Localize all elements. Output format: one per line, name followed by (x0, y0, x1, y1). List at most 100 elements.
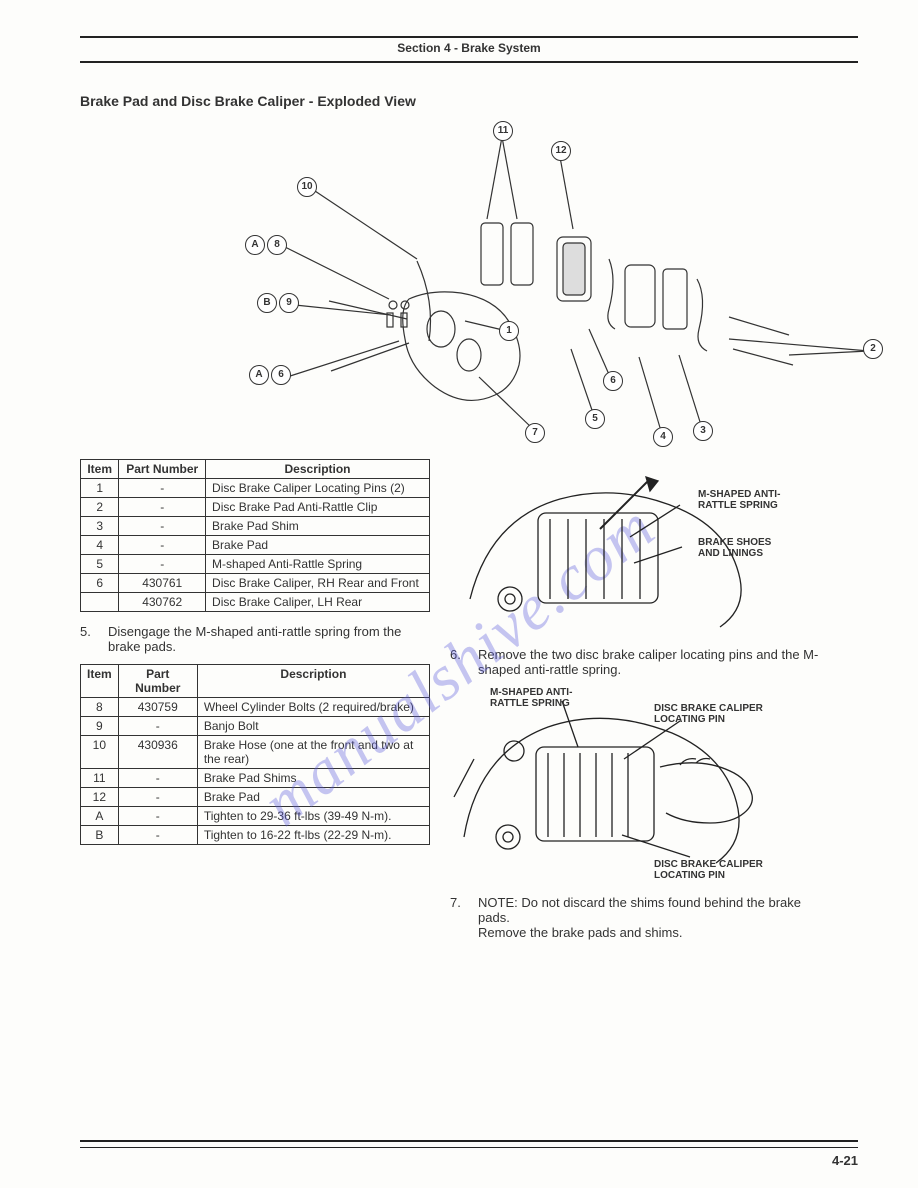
section-header: Section 4 - Brake System (80, 38, 858, 63)
table-row: A-Tighten to 29-36 ft-lbs (39-49 N-m). (81, 807, 430, 826)
illus2-label-pin-top: DISC BRAKE CALIPER LOCATING PIN (654, 703, 784, 725)
cell-item: A (81, 807, 119, 826)
callout-4: 4 (653, 427, 673, 447)
callout-6: 6 (271, 365, 291, 385)
cell-part: - (118, 717, 197, 736)
callout-8: 8 (267, 235, 287, 255)
cell-desc: Banjo Bolt (197, 717, 429, 736)
step-6-text: Remove the two disc brake caliper locati… (478, 647, 820, 677)
cell-part: - (119, 536, 206, 555)
step-6: 6. Remove the two disc brake caliper loc… (450, 647, 820, 677)
cell-part: - (119, 555, 206, 574)
step-7-action: Remove the brake pads and shims. (478, 925, 683, 940)
page-number: 4-21 (832, 1153, 858, 1168)
callout-5: 5 (585, 409, 605, 429)
cell-part: - (119, 479, 206, 498)
callout-A: A (249, 365, 269, 385)
parts-table-2: Item Part Number Description 8430759Whee… (80, 664, 430, 845)
cell-desc: Disc Brake Caliper, RH Rear and Front (206, 574, 430, 593)
callout-10: 10 (297, 177, 317, 197)
cell-part: - (118, 826, 197, 845)
cell-desc: Disc Brake Caliper, LH Rear (206, 593, 430, 612)
cell-item: 8 (81, 698, 119, 717)
cell-item: 11 (81, 769, 119, 788)
cell-part: - (118, 807, 197, 826)
t1-h-desc: Description (206, 460, 430, 479)
table-row: B-Tighten to 16-22 ft-lbs (22-29 N-m). (81, 826, 430, 845)
cell-desc: Wheel Cylinder Bolts (2 required/brake) (197, 698, 429, 717)
cell-part: 430759 (118, 698, 197, 717)
callout-11: 11 (493, 121, 513, 141)
footer-rule-2 (80, 1147, 858, 1148)
table-row: 8430759Wheel Cylinder Bolts (2 required/… (81, 698, 430, 717)
step-7-num: 7. (450, 895, 478, 940)
cell-desc: Brake Pad (206, 536, 430, 555)
page-title: Brake Pad and Disc Brake Caliper - Explo… (80, 93, 858, 109)
callout-6: 6 (603, 371, 623, 391)
callout-B: B (257, 293, 277, 313)
table-row: 5-M-shaped Anti-Rattle Spring (81, 555, 430, 574)
cell-part: 430936 (118, 736, 197, 769)
callout-1: 1 (499, 321, 519, 341)
cell-desc: Brake Pad (197, 788, 429, 807)
cell-desc: Disc Brake Caliper Locating Pins (2) (206, 479, 430, 498)
cell-desc: Disc Brake Pad Anti-Rattle Clip (206, 498, 430, 517)
table-row: 11-Brake Pad Shims (81, 769, 430, 788)
cell-item: 1 (81, 479, 119, 498)
cell-item: 5 (81, 555, 119, 574)
step-7-note: NOTE: Do not discard the shims found beh… (478, 895, 801, 925)
cell-item: 2 (81, 498, 119, 517)
table-row: 6430761Disc Brake Caliper, RH Rear and F… (81, 574, 430, 593)
step-6-num: 6. (450, 647, 478, 677)
content-row: Item Part Number Description 1-Disc Brak… (80, 459, 858, 950)
cell-desc: M-shaped Anti-Rattle Spring (206, 555, 430, 574)
cell-item: 12 (81, 788, 119, 807)
footer-rule-1 (80, 1140, 858, 1142)
cell-item: 9 (81, 717, 119, 736)
table-row: 2-Disc Brake Pad Anti-Rattle Clip (81, 498, 430, 517)
diagram-svg (169, 119, 889, 449)
callout-A: A (245, 235, 265, 255)
cell-desc: Brake Pad Shim (206, 517, 430, 536)
illus2-label-pin-bot: DISC BRAKE CALIPER LOCATING PIN (654, 859, 784, 881)
t2-h-item: Item (81, 665, 119, 698)
step-5-text: Disengage the M-shaped anti-rattle sprin… (108, 624, 430, 654)
callout-3: 3 (693, 421, 713, 441)
cell-part: - (118, 769, 197, 788)
step-7-text: NOTE: Do not discard the shims found beh… (478, 895, 820, 940)
table-row: 10430936Brake Hose (one at the front and… (81, 736, 430, 769)
table-row: 12-Brake Pad (81, 788, 430, 807)
callout-7: 7 (525, 423, 545, 443)
t2-h-desc: Description (197, 665, 429, 698)
illustration-step5: M-SHAPED ANTI-RATTLE SPRING BRAKE SHOES … (450, 459, 790, 639)
illus1-label-shoes: BRAKE SHOES AND LININGS (698, 537, 788, 559)
cell-item: 4 (81, 536, 119, 555)
t2-h-part: Part Number (118, 665, 197, 698)
cell-part: - (118, 788, 197, 807)
t1-h-part: Part Number (119, 460, 206, 479)
cell-part: 430762 (119, 593, 206, 612)
cell-desc: Tighten to 16-22 ft-lbs (22-29 N-m). (197, 826, 429, 845)
cell-desc: Brake Pad Shims (197, 769, 429, 788)
table-row: 430762Disc Brake Caliper, LH Rear (81, 593, 430, 612)
exploded-diagram: 111210A8B92A6765431 (169, 119, 769, 449)
illus2-label-spring: M-SHAPED ANTI-RATTLE SPRING (490, 687, 590, 709)
cell-part: - (119, 498, 206, 517)
table-row: 4-Brake Pad (81, 536, 430, 555)
cell-item: 6 (81, 574, 119, 593)
page: Section 4 - Brake System Brake Pad and D… (0, 0, 918, 1188)
table-row: 1-Disc Brake Caliper Locating Pins (2) (81, 479, 430, 498)
callout-9: 9 (279, 293, 299, 313)
cell-desc: Brake Hose (one at the front and two at … (197, 736, 429, 769)
callout-2: 2 (863, 339, 883, 359)
cell-desc: Tighten to 29-36 ft-lbs (39-49 N-m). (197, 807, 429, 826)
cell-item: 10 (81, 736, 119, 769)
illustration-step6: M-SHAPED ANTI-RATTLE SPRING DISC BRAKE C… (450, 687, 790, 887)
right-column: M-SHAPED ANTI-RATTLE SPRING BRAKE SHOES … (450, 459, 820, 950)
cell-item: 3 (81, 517, 119, 536)
t1-h-item: Item (81, 460, 119, 479)
illus1-label-spring: M-SHAPED ANTI-RATTLE SPRING (698, 489, 788, 511)
callout-12: 12 (551, 141, 571, 161)
cell-item (81, 593, 119, 612)
step-7: 7. NOTE: Do not discard the shims found … (450, 895, 820, 940)
